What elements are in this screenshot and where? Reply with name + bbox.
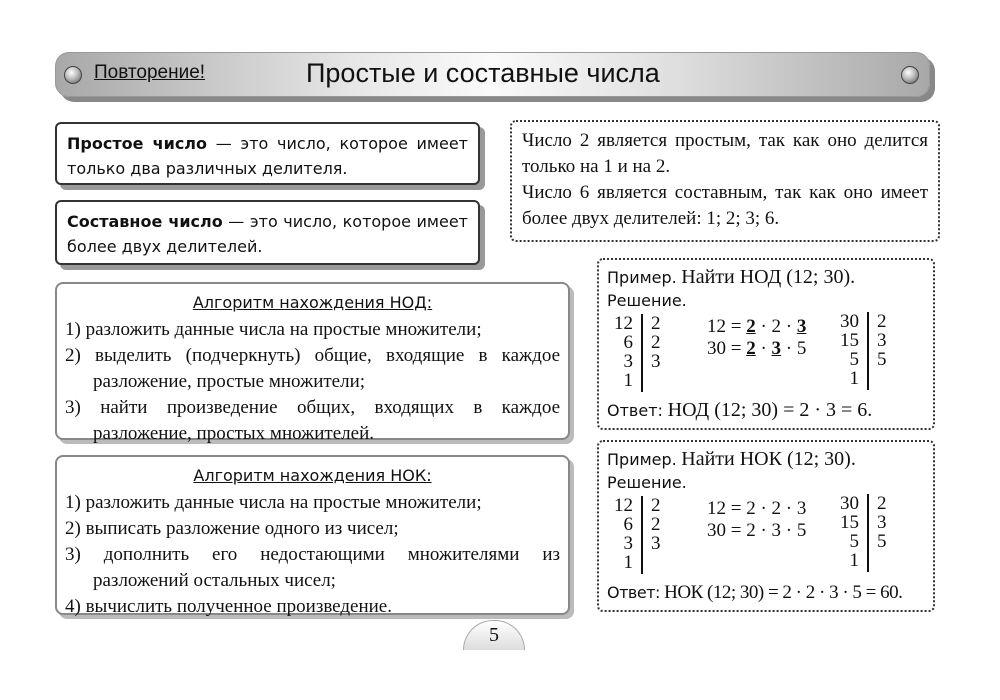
review-label: Повторение! [94, 62, 206, 83]
algorithm-step: 2) выписать разложение одного из чисел; [65, 518, 399, 539]
dividend: 6 [623, 332, 634, 353]
divisor: 3 [877, 330, 887, 351]
divisor: 3 [651, 351, 661, 372]
dividend: 15 [840, 330, 859, 351]
decomposition: 12 = 2 · 2 · 3 30 = 2 · 3 · 5 [707, 498, 806, 542]
dividend: 30 [840, 493, 859, 514]
definition-text: — это число, которое имеет более двух де… [67, 212, 468, 256]
dividend: 5 [849, 349, 860, 370]
algorithm-step: 3) найти произведение общих, входящих в … [65, 397, 560, 444]
dividend: 12 [614, 495, 633, 516]
gcd-example: Пример. Найти НОД (12; 30). Решение. 12 … [597, 258, 935, 430]
algorithm-step: 3) дополнить его недостающими множителям… [65, 544, 560, 591]
term: Простое число [67, 134, 208, 153]
note-line: Число 2 является простым, так как оно де… [522, 130, 928, 177]
solution-label: Решение. [607, 291, 687, 310]
lcm-algorithm: Алгоритм нахождения НОК: 1) разложить да… [55, 455, 570, 617]
example-label: Пример. [607, 268, 677, 287]
page-title: Простые и составные числа [306, 58, 660, 88]
algorithm-step: 1) разложить данные числа на простые мно… [65, 319, 482, 340]
divisor: 5 [877, 349, 887, 370]
algorithm-step: 4) вычислить полученное произведение. [65, 596, 392, 617]
composite-definition: Составное число — это число, которое име… [55, 200, 480, 265]
answer-label: Ответ: [607, 583, 660, 602]
equation: 12 = 2 · 2 · 3 [707, 498, 807, 519]
divisor: 2 [651, 332, 661, 353]
dividend: 1 [849, 550, 860, 571]
example-task: Найти НОД (12; 30). [681, 266, 856, 288]
dividend: 6 [623, 514, 634, 535]
division-bar [641, 496, 643, 574]
bullet-icon [64, 66, 82, 84]
divisor: 2 [651, 514, 661, 535]
division-bar [641, 314, 643, 392]
example-task: Найти НОК (12; 30). [681, 448, 856, 470]
algorithm-step: 2) выделить (подчеркнуть) общие, входящи… [65, 345, 560, 392]
algorithm-title: Алгоритм нахождения НОК: [193, 466, 432, 485]
divisor: 2 [651, 313, 661, 334]
division-bar [867, 312, 869, 390]
dividend: 3 [623, 533, 634, 554]
note-line: Число 6 является составным, так как оно … [522, 182, 928, 229]
lcm-example: Пример. Найти НОК (12; 30). Решение. 12 … [597, 440, 935, 612]
solution-label: Решение. [607, 473, 687, 492]
answer: НОК (12; 30) = 2 · 2 · 3 · 5 = 60. [664, 582, 903, 603]
dividend: 30 [840, 311, 859, 332]
dividend: 1 [623, 552, 634, 573]
bullet-icon [901, 66, 919, 84]
header-bar: Повторение! Простые и составные числа [55, 52, 930, 97]
divisor: 3 [651, 533, 661, 554]
divisor: 2 [877, 493, 887, 514]
dividend: 5 [849, 531, 860, 552]
divisor: 2 [877, 311, 887, 332]
dividend: 12 [614, 313, 633, 334]
dividend: 3 [623, 351, 634, 372]
algorithm-step: 1) разложить данные числа на простые мно… [65, 492, 482, 513]
answer: НОД (12; 30) = 2 · 3 = 6. [667, 399, 873, 421]
gcd-algorithm: Алгоритм нахождения НОД: 1) разложить да… [55, 282, 570, 444]
divisor: 5 [877, 531, 887, 552]
dividend: 1 [849, 368, 860, 389]
decomposition: 12 = 2 · 2 · 3 30 = 2 · 3 · 5 [707, 316, 807, 359]
example-note: Число 2 является простым, так как оно де… [510, 120, 940, 242]
dividend: 1 [623, 370, 634, 391]
divisor: 2 [651, 495, 661, 516]
answer-label: Ответ: [607, 401, 663, 420]
division-bar [867, 494, 869, 572]
page-number: 5 [463, 620, 525, 650]
dividend: 15 [840, 512, 859, 533]
equation: 30 = 2 · 3 · 5 [707, 520, 807, 541]
term: Составное число [67, 212, 223, 231]
example-label: Пример. [607, 450, 677, 469]
algorithm-title: Алгоритм нахождения НОД: [192, 293, 433, 312]
definition-text: — это число, которое имеет только два ра… [67, 134, 468, 178]
divisor: 3 [877, 512, 887, 533]
prime-definition: Простое число — это число, которое имеет… [55, 122, 480, 185]
